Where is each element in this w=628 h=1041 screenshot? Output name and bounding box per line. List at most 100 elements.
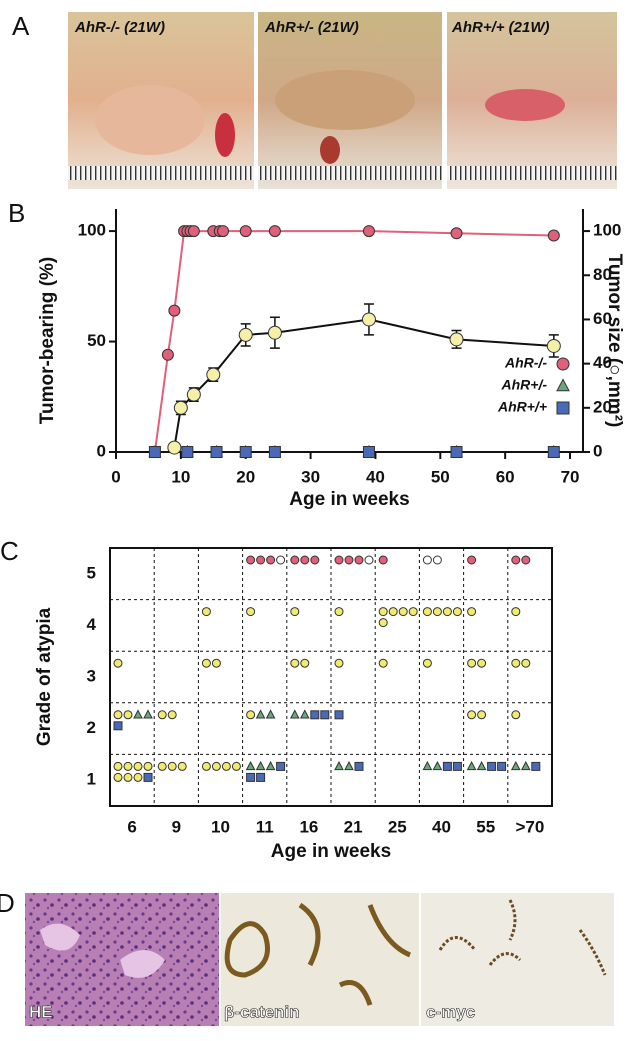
marker <box>173 400 188 415</box>
y-tick-label: 0 <box>97 441 106 460</box>
marker <box>300 555 310 565</box>
y2-tick-label: 0 <box>593 441 602 460</box>
marker <box>255 709 266 719</box>
ruler <box>447 166 617 180</box>
micrograph <box>421 893 614 1026</box>
marker <box>511 710 521 720</box>
marker <box>201 607 211 617</box>
marker <box>467 555 477 565</box>
marker <box>276 761 286 771</box>
micrograph <box>221 893 419 1026</box>
marker <box>531 761 541 771</box>
marker <box>289 709 300 719</box>
marker <box>378 618 388 628</box>
marker <box>168 304 181 317</box>
micrograph-label: HE <box>29 1002 53 1021</box>
marker <box>256 772 266 782</box>
x-tick-label: 10 <box>211 817 230 836</box>
marker <box>449 332 464 347</box>
x-tick-label: 6 <box>127 817 136 836</box>
marker <box>290 607 300 617</box>
marker <box>161 348 174 361</box>
marker <box>123 761 133 771</box>
marker <box>148 446 161 458</box>
marker <box>268 446 281 458</box>
x-tick-label: 25 <box>388 817 407 836</box>
tissue <box>95 85 205 155</box>
x-tick-label: 0 <box>111 467 120 486</box>
marker <box>511 658 521 668</box>
marker <box>432 555 442 565</box>
marker <box>143 761 153 771</box>
marker <box>276 555 286 565</box>
marker <box>310 710 320 720</box>
marker <box>133 772 143 782</box>
y-tick-label: 50 <box>87 331 106 350</box>
marker <box>266 555 276 565</box>
marker <box>201 658 211 668</box>
x-tick-label: 40 <box>366 467 385 486</box>
marker <box>221 761 231 771</box>
y-tick-label: 3 <box>87 666 96 685</box>
marker <box>167 440 182 455</box>
y2-tick-label: 60 <box>593 309 612 328</box>
y2-tick-label: 80 <box>593 265 612 284</box>
marker <box>364 555 374 565</box>
marker <box>354 555 364 565</box>
marker <box>466 760 477 771</box>
marker <box>113 710 123 720</box>
series-line <box>173 318 554 448</box>
marker <box>334 658 344 668</box>
marker <box>246 772 256 782</box>
panel-letter: B <box>8 198 25 228</box>
photo-label: AhR-/- (21W) <box>74 19 165 36</box>
marker <box>334 710 344 720</box>
marker <box>378 658 388 668</box>
marker <box>239 446 252 458</box>
blood <box>485 89 565 121</box>
x-axis-label: Age in weeks <box>271 841 391 862</box>
ruler <box>68 166 254 180</box>
photo-label: AhR+/+ (21W) <box>451 19 550 36</box>
marker <box>201 761 211 771</box>
x-tick-label: 55 <box>476 817 495 836</box>
marker <box>547 446 560 458</box>
marker <box>299 709 310 719</box>
marker <box>467 710 477 720</box>
micrograph-label: c-myc <box>426 1002 475 1021</box>
marker <box>497 761 507 771</box>
marker <box>113 772 123 782</box>
marker <box>231 761 241 771</box>
marker <box>245 760 256 771</box>
ruler <box>258 166 442 180</box>
marker <box>422 555 432 565</box>
y-axis-label: Grade of atypia <box>34 607 55 746</box>
marker <box>344 760 354 771</box>
marker <box>177 761 187 771</box>
marker <box>113 658 123 668</box>
marker <box>186 387 201 402</box>
marker <box>246 555 256 565</box>
marker <box>320 710 330 720</box>
marker <box>422 760 433 771</box>
marker <box>452 761 462 771</box>
gland <box>40 923 165 978</box>
marker <box>334 760 344 771</box>
x-tick-label: 10 <box>171 467 190 486</box>
marker <box>477 710 487 720</box>
x-axis-label: Age in weeks <box>289 489 409 510</box>
marker <box>547 229 560 242</box>
marker <box>344 555 354 565</box>
marker <box>511 607 521 617</box>
marker <box>268 225 281 238</box>
marker <box>476 760 487 771</box>
y2-axis-label: Tumor size (○,mm²) <box>604 254 625 428</box>
marker <box>546 338 561 353</box>
marker <box>361 312 376 327</box>
marker <box>113 721 123 731</box>
x-tick-label: 21 <box>344 817 363 836</box>
y2-tick-label: 100 <box>593 221 621 240</box>
marker <box>143 709 153 719</box>
y-tick-label: 100 <box>78 221 106 240</box>
